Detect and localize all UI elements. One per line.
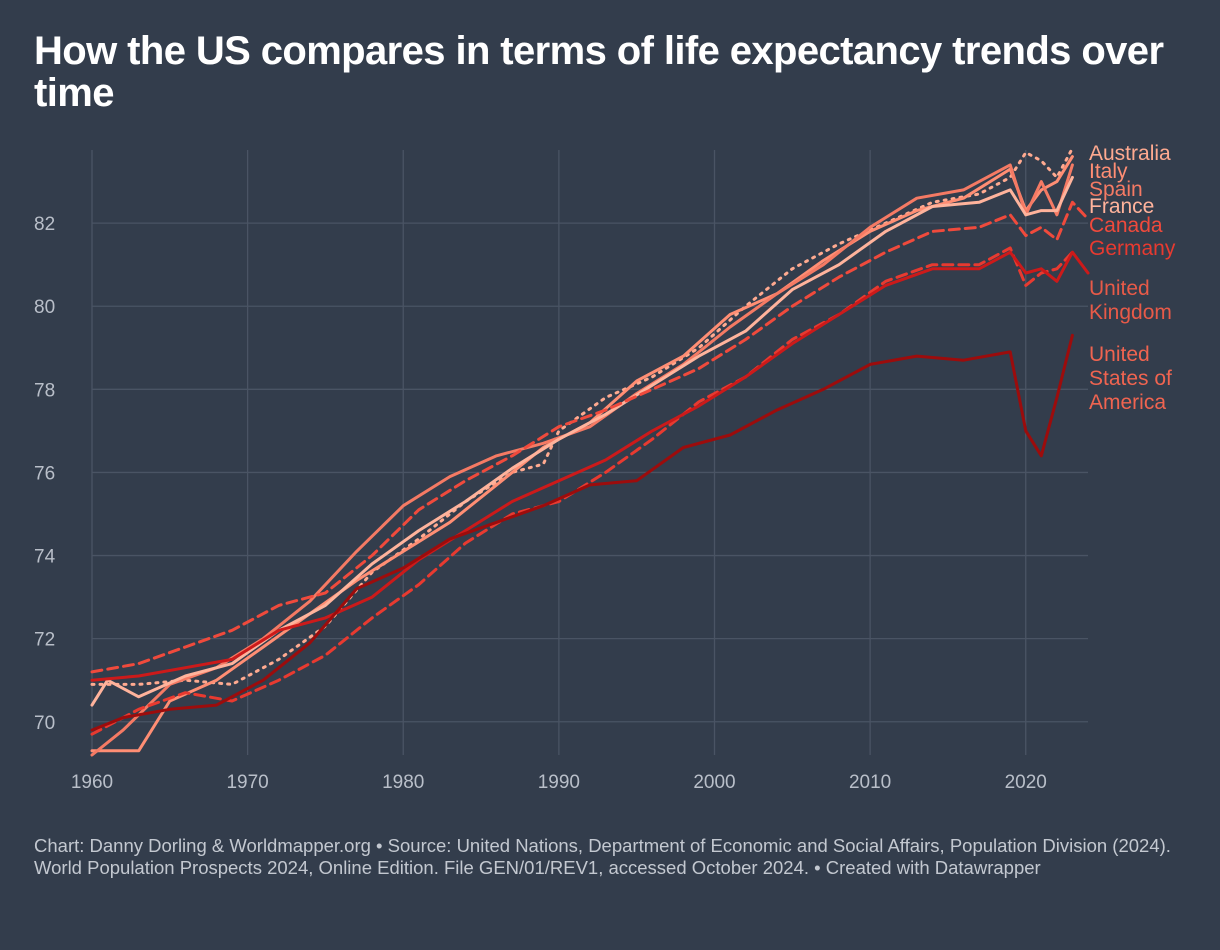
x-tick-label: 1970 xyxy=(226,772,268,793)
y-tick-label: 82 xyxy=(34,214,55,235)
y-tick-label: 78 xyxy=(34,380,55,401)
x-tick-label: 2010 xyxy=(849,772,891,793)
series-line-italy xyxy=(90,155,1074,753)
series-label-germany: Germany xyxy=(1089,237,1176,260)
x-tick-label: 2020 xyxy=(1005,772,1047,793)
y-tick-label: 80 xyxy=(34,297,55,318)
series-line-united-states-of-america xyxy=(90,333,1074,732)
series-label-australia: Australia xyxy=(1089,142,1171,165)
x-tick-label: 2000 xyxy=(693,772,735,793)
y-tick-label: 70 xyxy=(34,713,55,734)
y-tick-label: 76 xyxy=(34,463,55,484)
series-line-united-kingdom xyxy=(90,250,1090,682)
chart-source-footer: Chart: Danny Dorling & Worldmapper.org •… xyxy=(34,835,1171,878)
series-line-australia xyxy=(90,146,1074,686)
series-line-canada xyxy=(90,200,1090,674)
series-label-united-kingdom: United Kingdom xyxy=(1089,277,1172,324)
y-tick-label: 74 xyxy=(34,547,56,568)
chart-title: How the US compares in terms of life exp… xyxy=(34,29,1164,115)
x-tick-label: 1980 xyxy=(382,772,424,793)
series-line-spain xyxy=(90,163,1074,757)
y-tick-label: 72 xyxy=(34,630,55,651)
series-label-spain: Spain xyxy=(1089,178,1143,201)
series-label-italy: Italy xyxy=(1089,160,1128,183)
series-label-united-states-of-america: United States of America xyxy=(1089,343,1172,414)
series-line-germany xyxy=(90,246,1074,736)
x-tick-label: 1960 xyxy=(71,772,113,793)
series-label-france: France xyxy=(1089,195,1154,218)
grid xyxy=(91,150,1088,755)
series-label-canada: Canada xyxy=(1089,214,1163,237)
x-tick-label: 1990 xyxy=(538,772,580,793)
